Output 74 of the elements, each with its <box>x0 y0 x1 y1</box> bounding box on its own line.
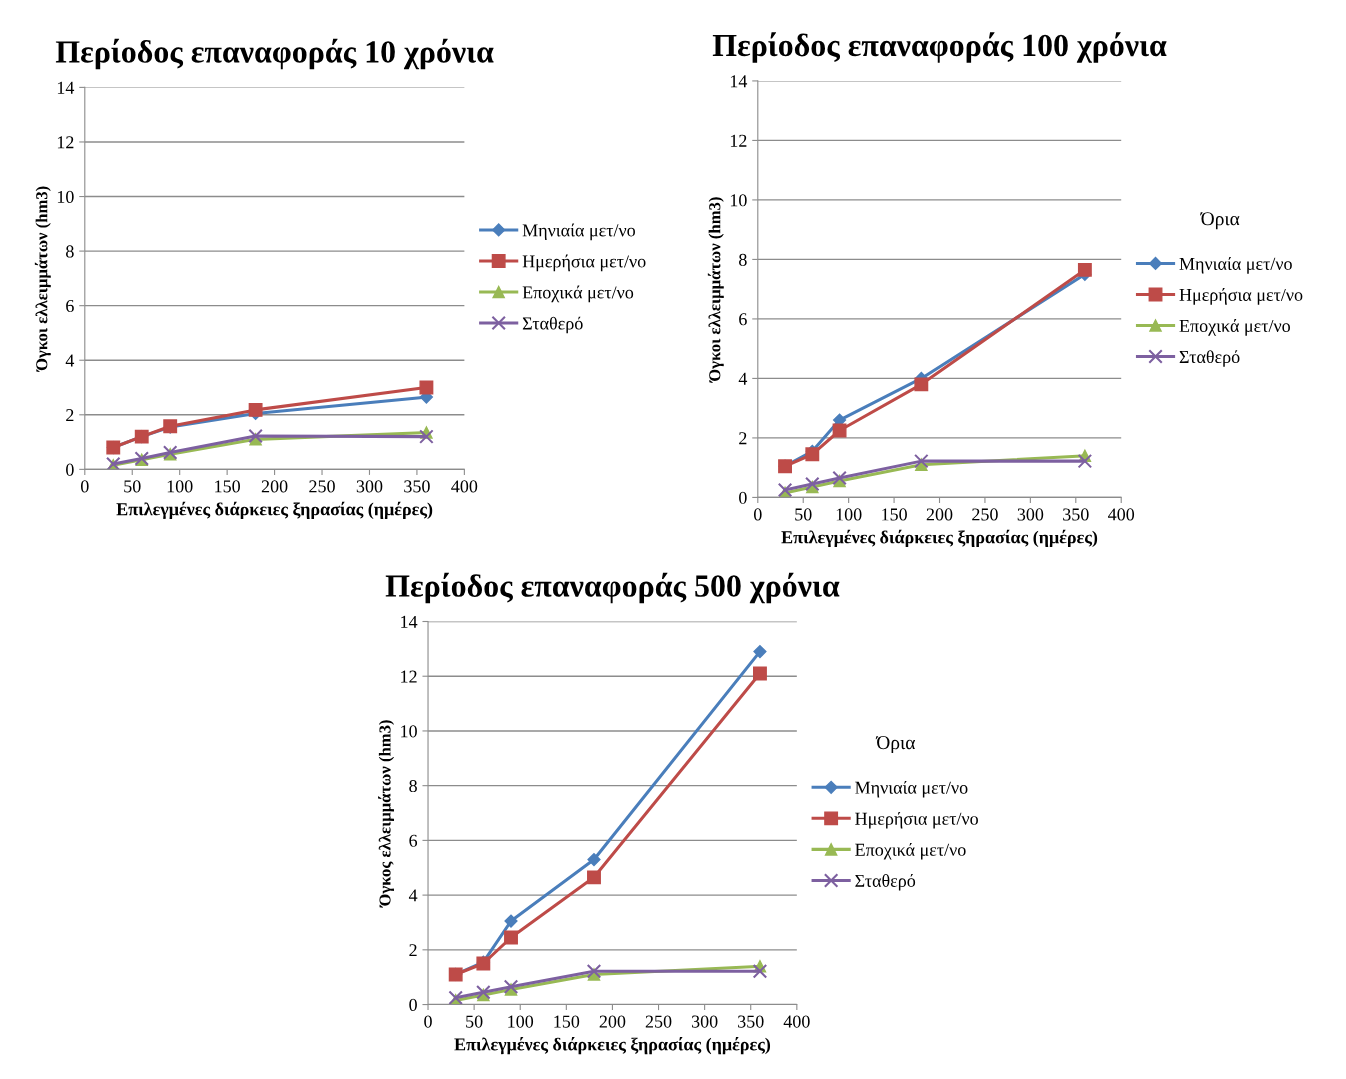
y-tick-label: 4 <box>65 354 75 367</box>
y-tick-label: 14 <box>57 81 75 94</box>
x-tick-label: 400 <box>783 1015 810 1028</box>
x-tick-label: 350 <box>1063 508 1089 521</box>
y-tick-label: 2 <box>66 409 74 422</box>
legend-label: Ημερήσια μετ/νο <box>522 254 646 272</box>
y-tick-label: 14 <box>730 75 748 88</box>
x-tick-label: 100 <box>836 508 862 521</box>
x-tick-label: 350 <box>738 1015 764 1028</box>
x-tick-label: 150 <box>882 508 907 521</box>
x-tick-label: 0 <box>753 508 762 521</box>
x-tick-label: 400 <box>1108 508 1135 521</box>
legend-label: Εποχικά μετ/νο <box>855 842 966 860</box>
legend-label: Μηνιαία μετ/νο <box>1179 257 1292 274</box>
y-tick-label: 0 <box>66 463 74 476</box>
x-tick-label: 50 <box>795 508 812 521</box>
x-tick-label: 400 <box>451 480 478 493</box>
chart-title: Περίοδος επαναφοράς 500 χρόνια <box>385 572 840 604</box>
y-tick-label: 10 <box>401 725 417 738</box>
y-tick-label: 4 <box>738 372 748 385</box>
x-tick-label: 100 <box>508 1015 534 1028</box>
y-axis-title: Όγκοι ελλειμμάτων (hm3) <box>707 197 724 383</box>
y-tick-label: 2 <box>739 432 747 445</box>
x-tick-label: 150 <box>554 1015 580 1028</box>
x-tick-label: 250 <box>972 508 998 521</box>
x-tick-label: 50 <box>466 1015 483 1028</box>
x-axis-title: Επιλεγμένες διάρκειες ξηρασίας (ημέρες) <box>781 529 1098 548</box>
x-tick-label: 50 <box>124 480 141 493</box>
y-tick-label: 6 <box>409 834 418 847</box>
x-tick-label: 0 <box>424 1015 432 1028</box>
y-tick-label: 14 <box>401 615 418 628</box>
y-tick-label: 8 <box>409 779 417 793</box>
x-axis-title: Επιλεγμένες διάρκειες ξηρασίας (ημέρες) <box>454 1036 771 1055</box>
y-tick-label: 0 <box>739 491 747 504</box>
y-tick-label: 6 <box>66 299 74 313</box>
x-tick-label: 300 <box>691 1015 718 1028</box>
legend-label: Μηνιαία μετ/νο <box>522 223 635 241</box>
x-tick-label: 200 <box>261 480 288 493</box>
y-tick-label: 0 <box>409 998 417 1011</box>
x-tick-label: 200 <box>926 508 953 521</box>
y-tick-label: 10 <box>57 190 74 203</box>
chart-title: Περίοδος επαναφοράς 100 χρόνια <box>712 32 1167 63</box>
legend-label: Σταθερό <box>522 316 583 334</box>
x-tick-label: 300 <box>1017 508 1044 521</box>
y-axis-title: Όγκος ελλειμμάτων (hm3) <box>378 720 394 908</box>
legend-label: Σταθερό <box>855 874 916 891</box>
legend-label: Εποχικά μετ/νο <box>522 285 634 303</box>
chart-title: Περίοδος επαναφοράς 10 χρόνια <box>55 38 494 70</box>
legend-label: Σταθερό <box>1179 350 1240 367</box>
y-tick-label: 2 <box>409 944 417 957</box>
y-axis-title: Όγκοι ελλειμμάτων (hm3) <box>34 186 51 373</box>
x-tick-label: 350 <box>404 480 430 493</box>
y-tick-label: 8 <box>66 245 74 258</box>
legend-label: Μηνιαία μετ/νο <box>855 780 968 798</box>
legend-label: Ημερήσια μετ/νο <box>855 811 978 829</box>
x-tick-label: 0 <box>80 480 89 493</box>
y-tick-label: 12 <box>401 670 417 683</box>
x-tick-label: 200 <box>599 1015 626 1028</box>
y-tick-label: 12 <box>57 136 74 149</box>
y-tick-label: 8 <box>739 253 747 266</box>
y-tick-label: 4 <box>408 889 418 902</box>
x-axis-title: Επιλεγμένες διάρκειες ξηρασίας (ημέρες) <box>116 501 433 519</box>
x-tick-label: 250 <box>645 1015 672 1028</box>
y-tick-label: 10 <box>730 194 747 207</box>
y-tick-label: 12 <box>730 134 747 147</box>
x-tick-label: 300 <box>356 480 383 493</box>
y-tick-label: 6 <box>739 313 747 326</box>
legend-label: Εποχικά μετ/νο <box>1179 319 1290 336</box>
legend-label: Ημερήσια μετ/νο <box>1179 288 1303 305</box>
legend-title: Όρια <box>1200 212 1240 230</box>
x-tick-label: 250 <box>309 480 335 493</box>
legend-title: Όρια <box>875 736 916 754</box>
x-tick-label: 150 <box>215 480 240 493</box>
x-tick-label: 100 <box>167 480 193 493</box>
